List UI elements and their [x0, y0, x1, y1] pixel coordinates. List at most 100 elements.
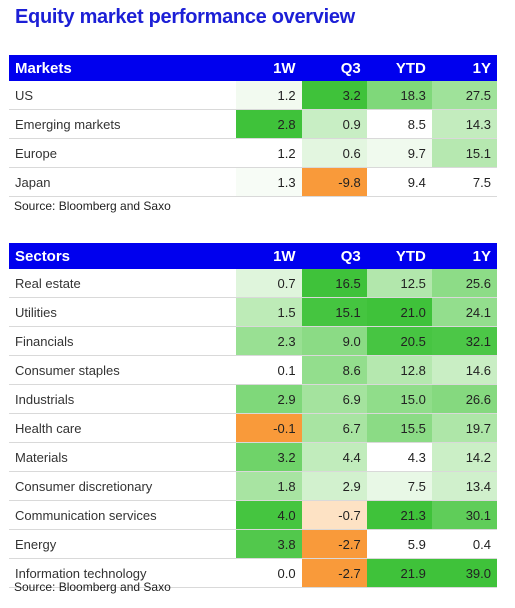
value-cell: 18.3 [366, 81, 432, 110]
value-cell: 1.5 [236, 297, 302, 327]
table-row: Japan 1.3 -9.8 9.4 7.5 [9, 167, 497, 197]
table-row: Real estate 0.7 16.5 12.5 25.6 [9, 269, 497, 298]
markets-table: Markets 1W Q3 YTD 1Y US 1.2 3.2 18.3 27.5 Eme… [9, 55, 497, 197]
value-cell: 39.0 [431, 558, 497, 588]
row-label: Communication services [9, 500, 237, 530]
value-cell: 4.4 [301, 442, 367, 472]
value-cell: 0.9 [301, 109, 367, 139]
value-cell: 25.6 [431, 269, 497, 298]
value-cell: 9.0 [301, 326, 367, 356]
table-row: Consumer discretionary 1.8 2.9 7.5 13.4 [9, 471, 497, 501]
value-cell: 8.6 [301, 355, 367, 385]
sectors-header-1y: 1Y [431, 243, 497, 269]
value-cell: 12.8 [366, 355, 432, 385]
markets-source-note: Source: Bloomberg and Saxo [14, 199, 171, 213]
table-row: Utilities 1.5 15.1 21.0 24.1 [9, 297, 497, 327]
value-cell: 14.3 [431, 109, 497, 139]
value-cell: 14.6 [431, 355, 497, 385]
sectors-body: Real estate 0.7 16.5 12.5 25.6 Utilities 1.5 15… [9, 269, 497, 588]
value-cell: 20.5 [366, 326, 432, 356]
value-cell: 21.9 [366, 558, 432, 588]
value-cell: 0.1 [236, 355, 302, 385]
value-cell: 27.5 [431, 81, 497, 110]
value-cell: 4.3 [366, 442, 432, 472]
value-cell: 1.3 [236, 167, 302, 197]
table-row: Health care -0.1 6.7 15.5 19.7 [9, 413, 497, 443]
table-row: US 1.2 3.2 18.3 27.5 [9, 81, 497, 110]
value-cell: 16.5 [301, 269, 367, 298]
row-label: Japan [9, 167, 237, 197]
value-cell: 15.1 [301, 297, 367, 327]
sectors-header-row: Sectors 1W Q3 YTD 1Y [9, 243, 497, 269]
value-cell: 7.5 [431, 167, 497, 197]
value-cell: -0.7 [301, 500, 367, 530]
row-label: Financials [9, 326, 237, 356]
table-row: Consumer staples 0.1 8.6 12.8 14.6 [9, 355, 497, 385]
markets-header-1w: 1W [236, 55, 302, 81]
sectors-header-q3: Q3 [301, 243, 367, 269]
value-cell: 7.5 [366, 471, 432, 501]
row-label: Consumer staples [9, 355, 237, 385]
value-cell: 14.2 [431, 442, 497, 472]
value-cell: 2.8 [236, 109, 302, 139]
row-label: Consumer discretionary [9, 471, 237, 501]
row-label: Europe [9, 138, 237, 168]
value-cell: 15.1 [431, 138, 497, 168]
value-cell: 1.8 [236, 471, 302, 501]
markets-header-row: Markets 1W Q3 YTD 1Y [9, 55, 497, 81]
value-cell: 2.9 [236, 384, 302, 414]
value-cell: 2.3 [236, 326, 302, 356]
table-row: Industrials 2.9 6.9 15.0 26.6 [9, 384, 497, 414]
table-row: Materials 3.2 4.4 4.3 14.2 [9, 442, 497, 472]
value-cell: 19.7 [431, 413, 497, 443]
value-cell: 4.0 [236, 500, 302, 530]
markets-header-label: Markets [9, 55, 237, 81]
value-cell: -2.7 [301, 558, 367, 588]
value-cell: 30.1 [431, 500, 497, 530]
value-cell: -2.7 [301, 529, 367, 559]
value-cell: -9.8 [301, 167, 367, 197]
markets-header-1y: 1Y [431, 55, 497, 81]
value-cell: 3.8 [236, 529, 302, 559]
row-label: Health care [9, 413, 237, 443]
value-cell: 6.7 [301, 413, 367, 443]
value-cell: 1.2 [236, 81, 302, 110]
sectors-header-ytd: YTD [366, 243, 432, 269]
value-cell: 15.5 [366, 413, 432, 443]
value-cell: 1.2 [236, 138, 302, 168]
row-label: Real estate [9, 269, 237, 298]
value-cell: 5.9 [366, 529, 432, 559]
row-label: Industrials [9, 384, 237, 414]
value-cell: 24.1 [431, 297, 497, 327]
value-cell: 3.2 [236, 442, 302, 472]
sectors-header-label: Sectors [9, 243, 237, 269]
value-cell: 13.4 [431, 471, 497, 501]
table-row: Financials 2.3 9.0 20.5 32.1 [9, 326, 497, 356]
row-label: US [9, 81, 237, 110]
value-cell: 8.5 [366, 109, 432, 139]
value-cell: 9.4 [366, 167, 432, 197]
sectors-source-note: Source: Bloomberg and Saxo [14, 580, 171, 594]
sectors-header-1w: 1W [236, 243, 302, 269]
markets-body: US 1.2 3.2 18.3 27.5 Emerging markets 2.8 0.9 8.… [9, 81, 497, 197]
value-cell: 12.5 [366, 269, 432, 298]
value-cell: 0.0 [236, 558, 302, 588]
value-cell: 9.7 [366, 138, 432, 168]
row-label: Utilities [9, 297, 237, 327]
value-cell: 6.9 [301, 384, 367, 414]
value-cell: 21.0 [366, 297, 432, 327]
page-title: Equity market performance overview [15, 6, 355, 28]
value-cell: 26.6 [431, 384, 497, 414]
value-cell: 0.4 [431, 529, 497, 559]
table-row: Emerging markets 2.8 0.9 8.5 14.3 [9, 109, 497, 139]
value-cell: 0.6 [301, 138, 367, 168]
value-cell: 0.7 [236, 269, 302, 298]
value-cell: -0.1 [236, 413, 302, 443]
value-cell: 2.9 [301, 471, 367, 501]
value-cell: 32.1 [431, 326, 497, 356]
table-row: Communication services 4.0 -0.7 21.3 30.1 [9, 500, 497, 530]
table-row: Energy 3.8 -2.7 5.9 0.4 [9, 529, 497, 559]
table-row: Information technology 0.0 -2.7 21.9 39.0 [9, 558, 497, 588]
value-cell: 21.3 [366, 500, 432, 530]
row-label: Energy [9, 529, 237, 559]
